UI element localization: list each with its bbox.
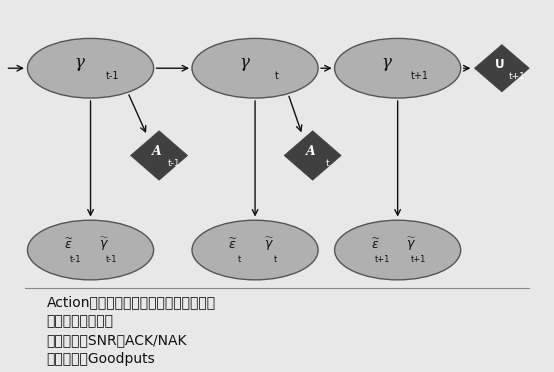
Text: A: A [306,145,315,158]
Polygon shape [474,45,529,92]
Text: t+1: t+1 [509,72,526,81]
Text: 状态空间：信噪比: 状态空间：信噪比 [47,314,114,328]
Polygon shape [284,131,341,180]
Polygon shape [131,131,188,180]
Text: 观测空间：SNR和ACK/NAK: 观测空间：SNR和ACK/NAK [47,333,187,347]
Ellipse shape [192,220,318,280]
Text: $\widetilde{\varepsilon}$: $\widetilde{\varepsilon}$ [228,238,238,252]
Text: U: U [495,58,505,71]
Text: $\widetilde{\gamma}$: $\widetilde{\gamma}$ [264,237,274,253]
Text: $\widetilde{\gamma}$: $\widetilde{\gamma}$ [99,237,109,253]
Text: t: t [238,255,242,264]
Ellipse shape [28,38,153,98]
Text: t-1: t-1 [106,71,119,81]
Text: t+1: t+1 [375,255,390,264]
Text: t+1: t+1 [411,71,429,81]
Text: t: t [274,255,278,264]
Text: t-1: t-1 [69,255,81,264]
Text: Action空间：用户选择、码率、功率分配: Action空间：用户选择、码率、功率分配 [47,295,216,310]
Text: $\widetilde{\varepsilon}$: $\widetilde{\varepsilon}$ [371,238,381,252]
Text: t: t [275,71,279,81]
Text: $\widetilde{\varepsilon}$: $\widetilde{\varepsilon}$ [64,238,73,252]
Text: t: t [326,159,330,168]
Text: t+1: t+1 [411,255,426,264]
Text: $\widetilde{\gamma}$: $\widetilde{\gamma}$ [406,237,417,253]
Text: 收益函数：Goodputs: 收益函数：Goodputs [47,352,156,366]
Ellipse shape [192,38,318,98]
Ellipse shape [28,220,153,280]
Ellipse shape [335,38,461,98]
Text: t-1: t-1 [106,255,117,264]
Text: γ: γ [382,54,392,71]
Ellipse shape [335,220,461,280]
Text: A: A [152,145,162,158]
Text: γ: γ [75,54,85,71]
Text: γ: γ [239,54,249,71]
Text: t-1: t-1 [168,159,181,168]
